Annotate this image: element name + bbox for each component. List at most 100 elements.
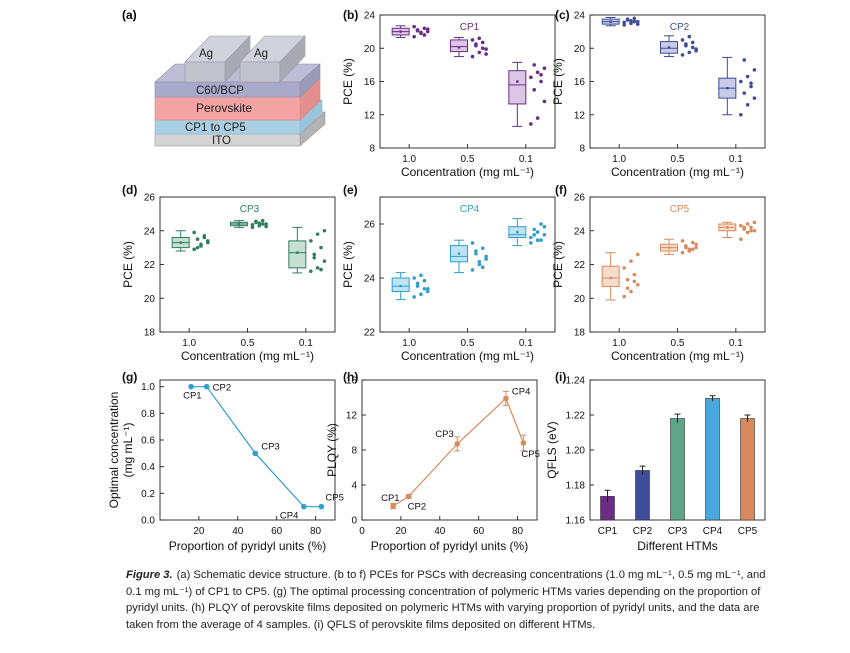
data-point	[745, 102, 750, 107]
data-point	[625, 277, 630, 282]
data-point	[739, 79, 743, 84]
data-point	[484, 254, 488, 259]
box-mean	[457, 252, 461, 255]
point-label: CP2	[213, 383, 231, 394]
ag-electrode-left-front	[184, 61, 226, 83]
y-tick-label: 1.16	[566, 516, 586, 527]
line-chart-g: (g) 0.0 0.2 0.4 0.6 0.8 1.0 20 40 60 80 Proportion …	[107, 370, 344, 553]
y-axis-label: PCE (%)	[341, 241, 355, 288]
data-point	[419, 273, 423, 278]
data-point	[745, 74, 750, 79]
data-point	[425, 289, 430, 294]
data-point	[629, 19, 633, 23]
point-label: CP1	[381, 493, 399, 504]
data-point	[752, 220, 757, 225]
data-point	[474, 249, 478, 253]
panel-label-b: (b)	[343, 8, 358, 22]
data-point	[635, 22, 640, 26]
x-tick-label: 20	[395, 526, 407, 537]
x-tick-label: CP4	[703, 526, 723, 537]
x-axis-label: Proportion of pyridyl units (%)	[169, 539, 326, 553]
x-tick-label: 0	[359, 526, 365, 537]
panel-label-g: (g)	[122, 370, 137, 384]
data-point	[257, 221, 262, 225]
x-tick-label: 0.1	[729, 338, 743, 349]
y-axis-label: Optimal concentration	[107, 392, 121, 509]
y-tick-label: 20	[574, 294, 586, 305]
ag-electrode-right-side	[279, 35, 306, 83]
x-tick-label: CP5	[738, 526, 758, 537]
point-label: CP5	[325, 493, 343, 504]
data-point	[542, 99, 547, 104]
data-point	[749, 81, 753, 85]
data-point	[687, 34, 692, 39]
data-point	[319, 245, 323, 250]
y-tick-label: 18	[574, 328, 586, 339]
data-point	[622, 266, 626, 270]
caption-lead: Figure 3.	[126, 569, 173, 581]
box-iqr	[391, 277, 410, 292]
data-point	[625, 286, 630, 290]
y-tick-label: 20	[574, 44, 586, 55]
x-tick-label: CP3	[668, 526, 688, 537]
data-point	[412, 276, 416, 280]
data-point	[484, 52, 488, 56]
y-tick-label: 20	[144, 294, 156, 305]
series-line	[392, 397, 524, 507]
y-tick-label: 26	[364, 220, 376, 231]
x-axis-label: Concentration (mg mL⁻¹)	[611, 165, 744, 179]
data-point	[742, 225, 747, 230]
box-iqr	[601, 265, 620, 287]
chart-title: CP1	[460, 22, 480, 33]
data-point	[632, 16, 637, 21]
data-point	[412, 34, 416, 39]
data-point	[694, 242, 698, 247]
data-point	[635, 19, 640, 24]
y-tick-label: 22	[574, 260, 586, 271]
box-mean	[609, 276, 612, 280]
y-tick-label: 8	[579, 144, 585, 155]
x-tick-label: 80	[512, 526, 524, 537]
x-axis-label: Concentration (mg mL⁻¹)	[611, 349, 744, 363]
y-tick-label: 8	[369, 144, 375, 155]
data-point	[745, 222, 750, 226]
box-chart-b: (b) 8 12 16 20 24 PCE (%) Concentration (mg mL⁻…	[341, 8, 556, 179]
data-point	[739, 223, 743, 228]
data-point	[252, 450, 259, 457]
x-axis-label: Concentration (mg mL⁻¹)	[401, 165, 534, 179]
data-point	[480, 265, 485, 270]
data-point	[312, 252, 317, 257]
data-point	[539, 73, 543, 77]
chart-title: CP5	[670, 204, 690, 215]
data-point	[529, 122, 533, 126]
data-point	[477, 262, 482, 267]
data-point	[199, 242, 203, 247]
x-axis-label: Concentration (mg mL⁻¹)	[181, 349, 314, 363]
data-point	[425, 29, 430, 34]
data-point	[680, 53, 685, 57]
data-point	[532, 63, 537, 67]
box-mean	[237, 222, 241, 226]
data-point	[680, 239, 685, 243]
x-tick-label: CP2	[633, 526, 653, 537]
x-tick-label: 0.5	[671, 154, 685, 165]
data-point	[415, 284, 420, 288]
x-tick-label: 0.5	[461, 338, 475, 349]
box-iqr	[508, 70, 527, 105]
box-mean	[726, 226, 729, 229]
data-point	[390, 503, 396, 509]
y-tick-label: 26	[144, 193, 156, 204]
panel-label-c: (c)	[555, 8, 570, 22]
data-point	[690, 40, 695, 45]
axes-frame	[159, 196, 336, 333]
data-point	[690, 45, 695, 50]
data-point	[694, 48, 698, 53]
data-point	[635, 282, 640, 287]
box-chart-c: (c) 8 12 16 20 24 PCE (%) Concentration (mg mL⁻…	[551, 8, 766, 179]
box-chart-e: (e) 22 24 26 PCE (%) Concentration (mg mL⁻¹) C…	[341, 183, 556, 363]
data-point	[309, 239, 313, 243]
data-point	[529, 241, 533, 245]
y-tick-label: 0.0	[141, 516, 155, 527]
data-point	[690, 247, 695, 252]
x-tick-label: 1.0	[402, 154, 416, 165]
